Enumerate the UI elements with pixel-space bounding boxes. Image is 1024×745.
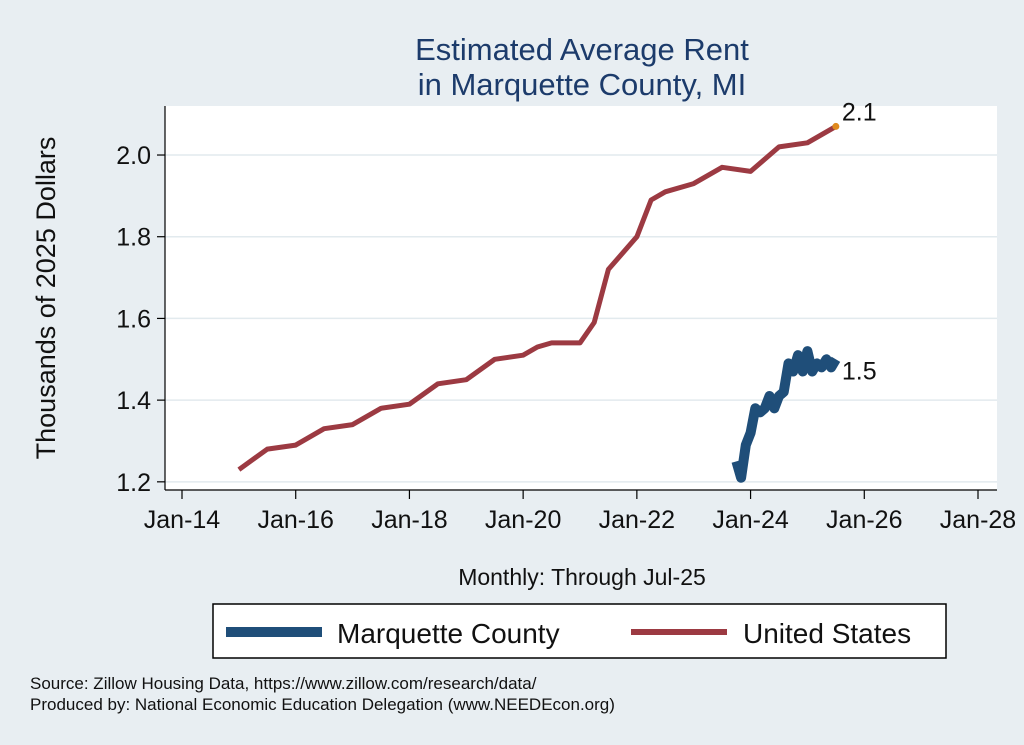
x-tick-label: Jan-16 bbox=[257, 506, 333, 534]
x-tick-label: Jan-14 bbox=[144, 506, 221, 534]
legend-label-marquette: Marquette County bbox=[337, 618, 560, 649]
legend-label-united-states: United States bbox=[743, 618, 911, 649]
x-tick-label: Jan-26 bbox=[826, 506, 902, 534]
chart-title-line-2: in Marquette County, MI bbox=[418, 67, 747, 102]
y-tick-label: 1.4 bbox=[116, 387, 151, 415]
series-line-marquette-county bbox=[731, 346, 841, 483]
series-end-label: 1.5 bbox=[842, 357, 877, 385]
y-tick-label: 2.0 bbox=[116, 142, 151, 170]
plot-area bbox=[165, 106, 997, 490]
y-tick-label: 1.6 bbox=[116, 305, 151, 333]
x-tick-label: Jan-22 bbox=[599, 506, 675, 534]
series-end-marker bbox=[832, 122, 840, 130]
produced-by-note: Produced by: National Economic Education… bbox=[30, 695, 615, 714]
x-tick-label: Jan-24 bbox=[712, 506, 789, 534]
legend-box bbox=[212, 603, 947, 659]
y-axis-title: Thousands of 2025 Dollars bbox=[31, 137, 61, 460]
series-end-label: 2.1 bbox=[842, 98, 877, 126]
source-note: Source: Zillow Housing Data, https://www… bbox=[30, 674, 537, 693]
x-tick-label: Jan-28 bbox=[940, 506, 1016, 534]
y-tick-label: 1.8 bbox=[116, 224, 151, 252]
x-tick-label: Jan-20 bbox=[485, 506, 561, 534]
chart-title-line-1: Estimated Average Rent bbox=[415, 32, 749, 67]
series-lines bbox=[237, 122, 841, 483]
gridlines bbox=[165, 154, 997, 483]
axes: 1.2 1.4 1.6 1.8 2.0 Jan-14 Jan-16 Jan-18 Jan-20 J… bbox=[116, 106, 1016, 534]
series-line-united-states bbox=[237, 124, 838, 472]
x-tick-label: Jan-18 bbox=[371, 506, 447, 534]
x-axis-title: Monthly: Through Jul-25 bbox=[458, 564, 706, 590]
y-tick-label: 1.2 bbox=[116, 469, 151, 497]
